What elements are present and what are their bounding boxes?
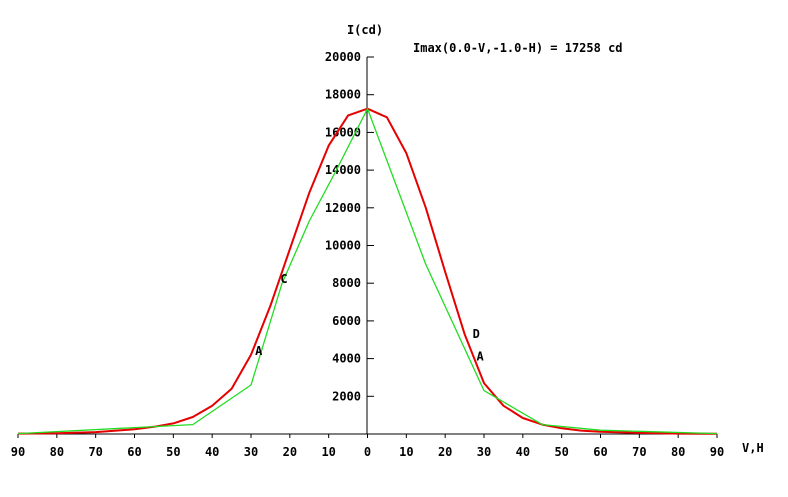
x-tick-label: 20 bbox=[283, 445, 297, 459]
y-tick-label: 18000 bbox=[325, 88, 361, 102]
imax-annotation: Imax(0.0-V,-1.0-H) = 17258 cd bbox=[413, 41, 623, 55]
x-tick-label: 90 bbox=[11, 445, 25, 459]
x-ticks: 90 80 70 60 50 40 30 20 10 0 10 20 30 40 50 60 70 80 90 bbox=[11, 434, 724, 459]
x-tick-label: 60 bbox=[127, 445, 141, 459]
y-tick-label: 10000 bbox=[325, 239, 361, 253]
y-tick-label: 2000 bbox=[332, 389, 361, 403]
y-axis-title: I(cd) bbox=[347, 23, 383, 37]
series-layer bbox=[17, 107, 718, 435]
x-axis-title: V,H bbox=[742, 441, 764, 455]
y-tick-label: 20000 bbox=[325, 50, 361, 64]
x-tick-label: 50 bbox=[166, 445, 180, 459]
curve-label: A bbox=[476, 349, 484, 363]
y-tick-label: 6000 bbox=[332, 314, 361, 328]
x-tick-label: 90 bbox=[710, 445, 724, 459]
x-tick-label: 40 bbox=[205, 445, 219, 459]
y-tick-label: 4000 bbox=[332, 352, 361, 366]
x-tick-label: 10 bbox=[321, 445, 335, 459]
x-tick-label: 0 bbox=[364, 445, 371, 459]
y-tick-label: 14000 bbox=[325, 163, 361, 177]
x-tick-label: 30 bbox=[477, 445, 491, 459]
x-tick-label: 30 bbox=[244, 445, 258, 459]
x-tick-label: 80 bbox=[671, 445, 685, 459]
curve-label: D bbox=[473, 327, 480, 341]
series-line-2 bbox=[17, 108, 718, 435]
y-tick-label: 12000 bbox=[325, 201, 361, 215]
x-tick-label: 50 bbox=[554, 445, 568, 459]
x-tick-label: 40 bbox=[516, 445, 530, 459]
curve-label: A bbox=[255, 344, 263, 358]
x-tick-label: 70 bbox=[632, 445, 646, 459]
curve-label: C bbox=[280, 272, 287, 286]
x-tick-label: 10 bbox=[399, 445, 413, 459]
y-tick-label: 8000 bbox=[332, 276, 361, 290]
x-tick-label: 80 bbox=[50, 445, 64, 459]
x-tick-label: 20 bbox=[438, 445, 452, 459]
x-tick-label: 60 bbox=[593, 445, 607, 459]
x-tick-label: 70 bbox=[88, 445, 102, 459]
